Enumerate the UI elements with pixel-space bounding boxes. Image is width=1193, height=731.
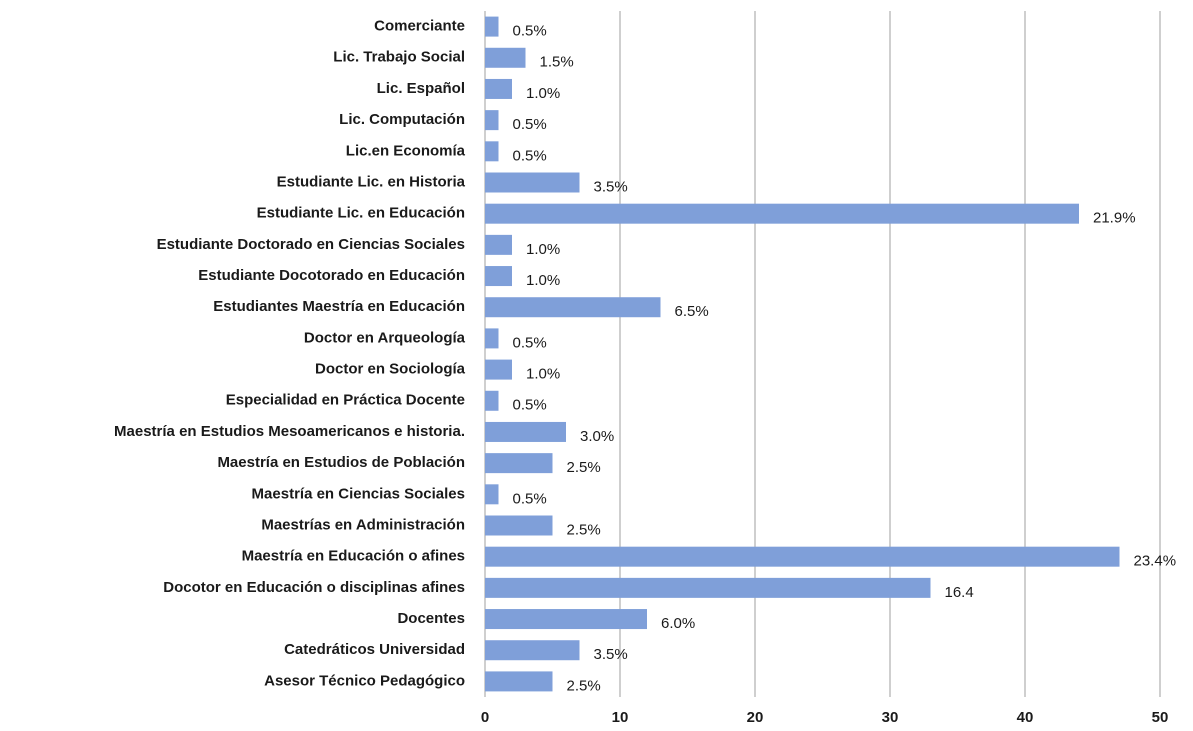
value-label: 1.0% bbox=[526, 272, 560, 289]
bar bbox=[485, 16, 499, 37]
bar bbox=[485, 484, 499, 505]
value-label: 0.5% bbox=[513, 23, 547, 40]
bar bbox=[485, 78, 512, 99]
y-tick-label: Catedráticos Universidad bbox=[284, 641, 465, 658]
bar bbox=[485, 421, 566, 442]
x-tick-label: 40 bbox=[1017, 709, 1034, 726]
y-tick-label: Especialidad en Práctica Docente bbox=[226, 392, 465, 409]
bar bbox=[485, 515, 553, 536]
y-tick-label: Estudiante Doctorado en Ciencias Sociale… bbox=[157, 236, 465, 253]
y-tick-label: Lic. Español bbox=[377, 80, 465, 97]
bar bbox=[485, 546, 1120, 567]
y-tick-label: Comerciante bbox=[374, 18, 465, 35]
value-label: 0.5% bbox=[513, 490, 547, 507]
bar bbox=[485, 328, 499, 349]
value-label: 0.5% bbox=[513, 397, 547, 414]
y-tick-label: Maestría en Estudios Mesoamericanos e hi… bbox=[114, 423, 465, 440]
y-tick-label: Lic. Computación bbox=[339, 111, 465, 128]
x-tick-label: 0 bbox=[481, 709, 489, 726]
value-label: 6.5% bbox=[675, 303, 709, 320]
y-tick-label: Lic.en Economía bbox=[346, 142, 466, 159]
value-label: 1.5% bbox=[540, 54, 574, 71]
bar bbox=[485, 234, 512, 255]
y-tick-label: Asesor Técnico Pedagógico bbox=[264, 672, 465, 689]
y-tick-label: Estudiante Lic. en Educación bbox=[257, 205, 465, 222]
y-tick-label: Docentes bbox=[397, 610, 465, 627]
value-label: 3.0% bbox=[580, 428, 614, 445]
y-tick-label: Lic. Trabajo Social bbox=[333, 49, 465, 66]
value-label: 16.4 bbox=[945, 584, 974, 601]
bar bbox=[485, 453, 553, 474]
value-label: 6.0% bbox=[661, 615, 695, 632]
value-label: 23.4% bbox=[1134, 553, 1177, 570]
y-tick-label: Estudiantes Maestría en Educación bbox=[213, 298, 465, 315]
bar bbox=[485, 297, 661, 318]
bar bbox=[485, 671, 553, 692]
bar bbox=[485, 609, 647, 630]
value-label: 1.0% bbox=[526, 366, 560, 383]
value-label: 1.0% bbox=[526, 241, 560, 258]
y-tick-label: Doctor en Sociología bbox=[315, 361, 466, 378]
bar bbox=[485, 640, 580, 661]
bar bbox=[485, 47, 526, 68]
y-tick-label: Doctor en Arqueología bbox=[304, 329, 466, 346]
value-label: 3.5% bbox=[594, 646, 628, 663]
value-label: 21.9% bbox=[1093, 210, 1136, 227]
value-label: 3.5% bbox=[594, 178, 628, 195]
bar bbox=[485, 577, 931, 598]
value-label: 2.5% bbox=[567, 521, 601, 538]
y-tick-label: Docotor en Educación o disciplinas afine… bbox=[163, 579, 465, 596]
bar bbox=[485, 266, 512, 287]
bar bbox=[485, 390, 499, 411]
bar bbox=[485, 141, 499, 162]
y-tick-label: Maestría en Estudios de Población bbox=[217, 454, 465, 471]
x-tick-label: 30 bbox=[882, 709, 899, 726]
bar bbox=[485, 172, 580, 193]
y-tick-label: Maestría en Educación o afines bbox=[242, 548, 465, 565]
y-tick-label: Maestría en Ciencias Sociales bbox=[252, 485, 465, 502]
bar bbox=[485, 110, 499, 131]
value-label: 1.0% bbox=[526, 85, 560, 102]
bar bbox=[485, 359, 512, 380]
x-tick-label: 10 bbox=[612, 709, 629, 726]
x-tick-label: 20 bbox=[747, 709, 764, 726]
value-label: 0.5% bbox=[513, 147, 547, 164]
x-tick-label: 50 bbox=[1152, 709, 1169, 726]
value-label: 2.5% bbox=[567, 459, 601, 476]
value-label: 0.5% bbox=[513, 334, 547, 351]
value-label: 2.5% bbox=[567, 677, 601, 694]
value-label: 0.5% bbox=[513, 116, 547, 133]
y-tick-label: Estudiante Lic. en Historia bbox=[277, 173, 466, 190]
y-tick-label: Maestrías en Administración bbox=[261, 516, 465, 533]
bar bbox=[485, 203, 1079, 224]
y-tick-label: Estudiante Docotorado en Educación bbox=[198, 267, 465, 284]
